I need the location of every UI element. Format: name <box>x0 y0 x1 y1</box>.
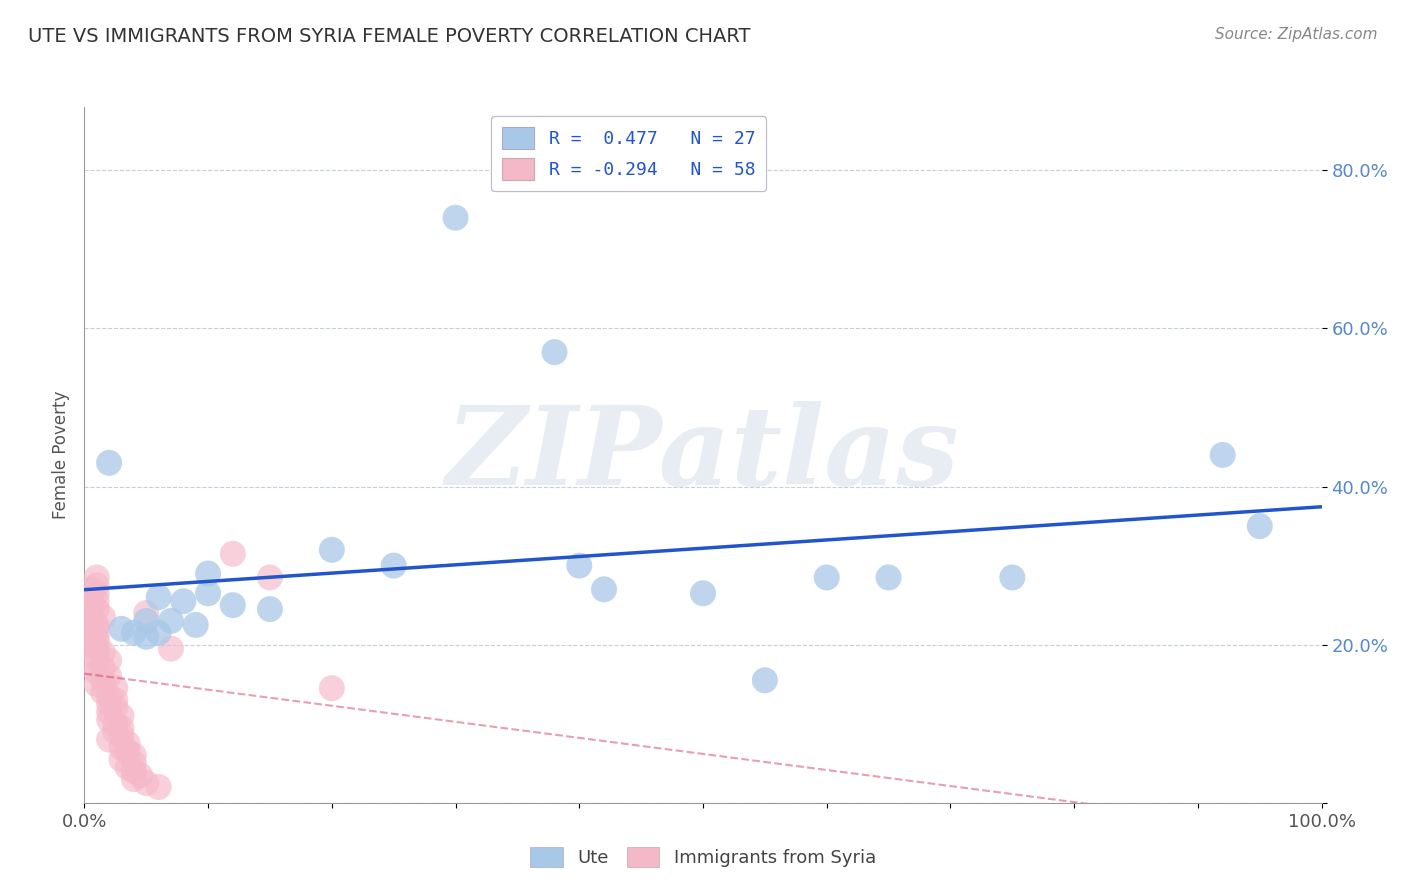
Point <box>754 673 776 688</box>
Point <box>321 542 343 557</box>
Point <box>692 586 714 600</box>
Point <box>86 570 108 584</box>
Point <box>98 653 121 667</box>
Point <box>86 649 108 664</box>
Point <box>382 558 405 573</box>
Point <box>86 578 108 592</box>
Point <box>593 582 616 597</box>
Text: Source: ZipAtlas.com: Source: ZipAtlas.com <box>1215 27 1378 42</box>
Y-axis label: Female Poverty: Female Poverty <box>52 391 70 519</box>
Point <box>91 661 114 675</box>
Point <box>110 752 132 766</box>
Point <box>86 622 108 636</box>
Point <box>86 586 108 600</box>
Point <box>568 558 591 573</box>
Point <box>222 598 245 612</box>
Point <box>110 740 132 755</box>
Legend: Ute, Immigrants from Syria: Ute, Immigrants from Syria <box>523 839 883 874</box>
Point <box>79 638 101 652</box>
Text: UTE VS IMMIGRANTS FROM SYRIA FEMALE POVERTY CORRELATION CHART: UTE VS IMMIGRANTS FROM SYRIA FEMALE POVE… <box>28 27 751 45</box>
Point <box>79 657 101 672</box>
Point <box>104 701 127 715</box>
Point <box>98 697 121 711</box>
Point <box>259 570 281 584</box>
Point <box>86 641 108 656</box>
Point <box>79 614 101 628</box>
Legend: R =  0.477   N = 27, R = -0.294   N = 58: R = 0.477 N = 27, R = -0.294 N = 58 <box>491 116 766 191</box>
Point <box>122 748 145 763</box>
Point <box>98 669 121 683</box>
Text: ZIPatlas: ZIPatlas <box>446 401 960 508</box>
Point <box>86 594 108 608</box>
Point <box>122 625 145 640</box>
Point <box>98 732 121 747</box>
Point <box>104 724 127 739</box>
Point <box>172 594 194 608</box>
Point <box>86 677 108 691</box>
Point <box>86 602 108 616</box>
Point <box>444 211 467 225</box>
Point <box>117 744 139 758</box>
Point <box>160 614 183 628</box>
Point <box>122 756 145 771</box>
Point <box>197 586 219 600</box>
Point <box>110 708 132 723</box>
Point <box>98 456 121 470</box>
Point <box>79 606 101 620</box>
Point <box>91 646 114 660</box>
Point <box>160 641 183 656</box>
Point <box>86 633 108 648</box>
Point <box>135 614 157 628</box>
Point <box>148 591 170 605</box>
Point <box>135 606 157 620</box>
Point <box>110 622 132 636</box>
Point <box>98 705 121 719</box>
Point <box>86 630 108 644</box>
Point <box>122 764 145 779</box>
Point <box>86 618 108 632</box>
Point <box>815 570 838 584</box>
Point <box>259 602 281 616</box>
Point <box>104 693 127 707</box>
Point <box>129 768 152 782</box>
Point <box>543 345 565 359</box>
Point <box>148 625 170 640</box>
Point <box>91 610 114 624</box>
Point <box>79 598 101 612</box>
Point <box>122 772 145 786</box>
Point <box>110 729 132 743</box>
Point <box>86 665 108 680</box>
Point <box>98 689 121 703</box>
Point <box>117 760 139 774</box>
Point <box>877 570 900 584</box>
Point <box>91 685 114 699</box>
Point <box>110 721 132 735</box>
Point <box>184 618 207 632</box>
Point <box>104 716 127 731</box>
Point <box>1212 448 1234 462</box>
Point <box>79 625 101 640</box>
Point <box>1249 519 1271 533</box>
Point <box>197 566 219 581</box>
Point <box>148 780 170 794</box>
Point <box>117 737 139 751</box>
Point <box>1001 570 1024 584</box>
Point <box>98 713 121 727</box>
Point <box>91 673 114 688</box>
Point <box>135 630 157 644</box>
Point <box>135 776 157 790</box>
Point <box>321 681 343 695</box>
Point <box>222 547 245 561</box>
Point <box>79 582 101 597</box>
Point <box>104 681 127 695</box>
Point <box>79 591 101 605</box>
